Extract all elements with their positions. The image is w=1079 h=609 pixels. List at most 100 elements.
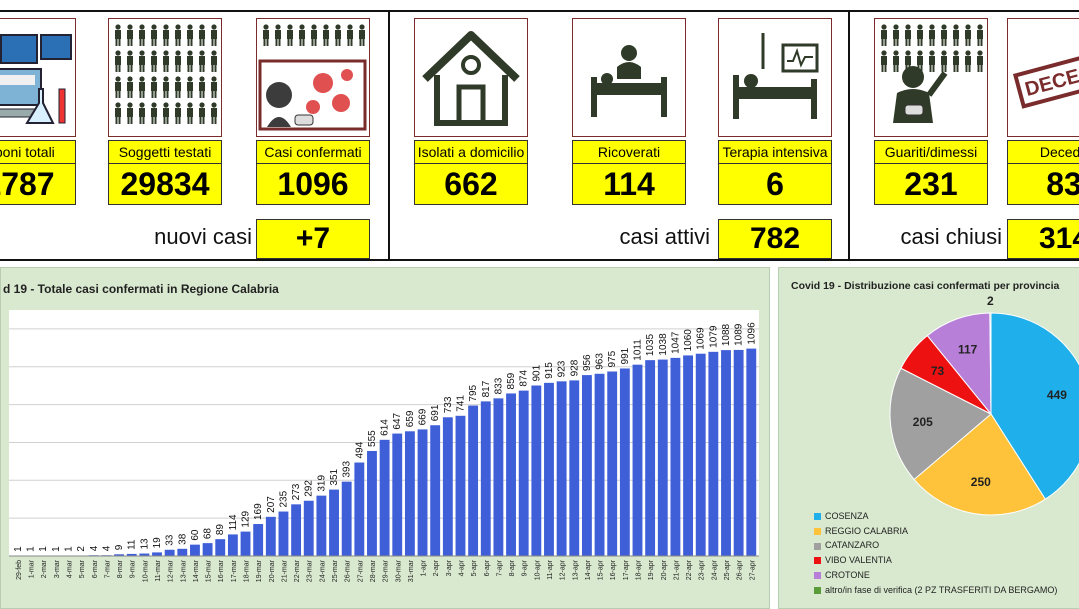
person-icon bbox=[115, 76, 121, 98]
bar bbox=[241, 532, 251, 556]
x-tick-label: 19-mar bbox=[256, 559, 263, 582]
person-icon bbox=[917, 24, 923, 46]
recovered-icon bbox=[874, 18, 988, 137]
person-icon bbox=[211, 102, 217, 124]
bar bbox=[354, 463, 364, 556]
x-tick-label: 29-feb bbox=[16, 560, 23, 580]
person-icon bbox=[175, 24, 181, 46]
tile-label: Casi confermati bbox=[256, 140, 370, 164]
bar-value-label: 129 bbox=[241, 510, 252, 527]
bar bbox=[633, 365, 643, 556]
legend-item: CATANZARO bbox=[814, 540, 879, 550]
nuovi-casi-label: nuovi casi bbox=[120, 224, 252, 250]
bar-value-label: 235 bbox=[278, 490, 289, 507]
x-tick-label: 11-mar bbox=[155, 559, 162, 581]
person-icon bbox=[151, 102, 157, 124]
bar-value-label: 4 bbox=[101, 545, 112, 551]
legend-label: REGGIO CALABRIA bbox=[825, 526, 908, 536]
person-icon bbox=[263, 24, 269, 46]
x-tick-label: 16-mar bbox=[218, 559, 225, 582]
x-tick-label: 13-apr bbox=[572, 559, 579, 580]
person-icon bbox=[127, 50, 133, 72]
person-icon bbox=[175, 50, 181, 72]
bar bbox=[266, 517, 276, 556]
legend-swatch bbox=[814, 557, 821, 564]
bar bbox=[683, 355, 693, 556]
virus-icon bbox=[256, 18, 370, 137]
bar bbox=[708, 352, 718, 556]
bar-value-label: 1069 bbox=[696, 327, 707, 350]
bar bbox=[531, 386, 541, 556]
person-icon bbox=[359, 24, 365, 46]
section-divider bbox=[388, 10, 390, 260]
person-icon bbox=[187, 50, 193, 72]
tile-label: mponi totali bbox=[0, 140, 76, 164]
x-tick-label: 12-mar bbox=[168, 559, 175, 582]
top-border bbox=[0, 10, 1079, 12]
person-icon bbox=[275, 24, 281, 46]
x-tick-label: 10-apr bbox=[534, 559, 541, 580]
person-icon bbox=[163, 102, 169, 124]
tile-value: 114 bbox=[572, 163, 686, 205]
bar-value-label: 11 bbox=[127, 539, 138, 550]
person-icon bbox=[893, 50, 899, 72]
bar bbox=[316, 496, 326, 556]
bar-value-label: 2 bbox=[76, 546, 87, 552]
casi-attivi-value: 782 bbox=[718, 219, 832, 259]
bar bbox=[304, 501, 314, 556]
x-tick-label: 6-mar bbox=[92, 559, 99, 578]
x-tick-label: 2-mar bbox=[41, 559, 48, 578]
person-icon bbox=[199, 50, 205, 72]
x-tick-label: 26-mar bbox=[345, 559, 352, 582]
icu-bed-icon bbox=[718, 18, 832, 137]
x-tick-label: 4-mar bbox=[67, 559, 74, 578]
person-icon bbox=[881, 24, 887, 46]
x-tick-label: 24-apr bbox=[711, 559, 718, 580]
person-icon bbox=[139, 76, 145, 98]
bar bbox=[670, 358, 680, 556]
bar-value-label: 1096 bbox=[746, 322, 757, 345]
x-tick-label: 12-apr bbox=[560, 559, 567, 580]
bar-value-label: 901 bbox=[531, 364, 542, 381]
x-tick-label: 25-mar bbox=[332, 559, 339, 582]
person-icon bbox=[139, 50, 145, 72]
bar bbox=[721, 350, 731, 556]
legend-item: CROTONE bbox=[814, 570, 870, 580]
x-tick-label: 14-apr bbox=[585, 559, 592, 580]
bar-value-label: 393 bbox=[342, 461, 353, 478]
house-icon bbox=[414, 18, 528, 137]
bar bbox=[481, 401, 491, 556]
bar-value-label: 874 bbox=[519, 369, 530, 386]
bar bbox=[342, 482, 352, 556]
bar-value-label: 659 bbox=[405, 410, 416, 427]
bar bbox=[177, 549, 187, 556]
x-tick-label: 22-mar bbox=[294, 559, 301, 582]
x-tick-label: 5-mar bbox=[79, 559, 86, 578]
legend-label: CROTONE bbox=[825, 570, 870, 580]
person-icon bbox=[941, 24, 947, 46]
bar-value-label: 169 bbox=[253, 503, 264, 520]
person-icon bbox=[175, 76, 181, 98]
bar-value-label: 1 bbox=[51, 546, 62, 552]
bar-chart-panel: d 19 - Totale casi confermati in Regione… bbox=[0, 267, 770, 609]
x-tick-label: 17-apr bbox=[623, 559, 630, 580]
pie-value-label: 117 bbox=[958, 342, 978, 356]
bar bbox=[557, 381, 567, 556]
bar-value-label: 4 bbox=[89, 545, 100, 551]
x-tick-label: 8-mar bbox=[117, 559, 124, 578]
hospital-bed-icon bbox=[572, 18, 686, 137]
pie-value-label: 250 bbox=[971, 475, 991, 489]
person-icon bbox=[151, 24, 157, 46]
x-tick-label: 19-apr bbox=[648, 559, 655, 580]
x-tick-label: 1-mar bbox=[29, 559, 36, 578]
bar bbox=[493, 398, 503, 556]
bar-value-label: 19 bbox=[152, 537, 163, 549]
person-icon bbox=[953, 50, 959, 72]
casi-chiusi-value: 314 bbox=[1007, 219, 1079, 259]
x-tick-label: 25-apr bbox=[724, 559, 731, 580]
person-icon bbox=[347, 24, 353, 46]
bar bbox=[582, 375, 592, 556]
bar bbox=[291, 504, 301, 556]
x-tick-label: 2-apr bbox=[433, 559, 440, 576]
x-tick-label: 23-apr bbox=[699, 559, 706, 580]
